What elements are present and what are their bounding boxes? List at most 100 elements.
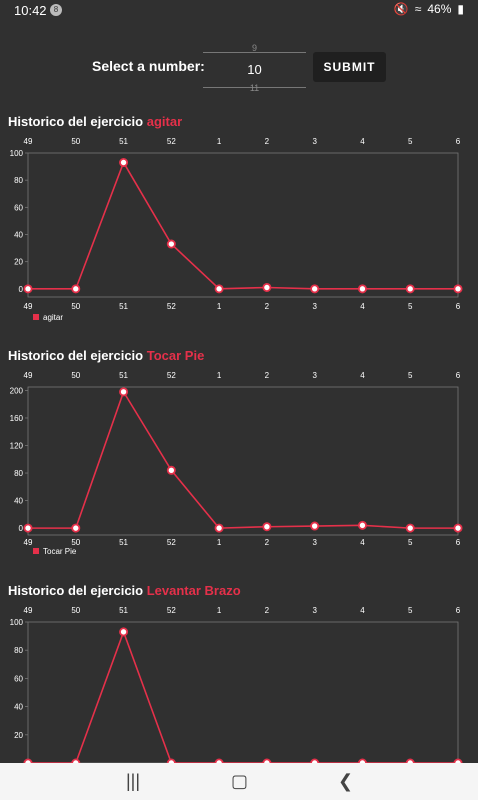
system-nav-bar: ||| ▢ ❮ bbox=[0, 763, 478, 800]
data-point[interactable] bbox=[405, 523, 415, 533]
x-tick-label-bottom: 2 bbox=[265, 302, 270, 311]
x-tick-label-bottom: 6 bbox=[456, 302, 461, 311]
chart-tocar-pie-svg[interactable]: 49 49 50 50 51 51 52 52 1 1 2 2 3 3 4 4 5 5 6 6 0 40 80 120 160 2… bbox=[0, 370, 478, 560]
chart-levantar-brazo-svg[interactable]: 49 50 51 52 1 2 3 4 5 6 20 40 60 80 100 bbox=[0, 605, 478, 763]
x-tick-label-bottom: 3 bbox=[312, 538, 317, 547]
data-point[interactable] bbox=[453, 523, 463, 533]
data-point[interactable] bbox=[262, 282, 272, 292]
recent-apps-icon[interactable]: ||| bbox=[126, 771, 141, 791]
y-tick-label: 100 bbox=[10, 618, 24, 627]
y-tick-label: 40 bbox=[14, 703, 23, 712]
plot-frame bbox=[27, 386, 459, 536]
x-tick-label-top: 5 bbox=[408, 606, 413, 615]
x-tick-label-top: 50 bbox=[71, 606, 80, 615]
x-tick-label-bottom: 51 bbox=[119, 538, 128, 547]
x-tick-label-bottom: 6 bbox=[456, 538, 461, 547]
picker-prev-value[interactable]: 9 bbox=[251, 43, 257, 53]
data-point[interactable] bbox=[262, 522, 272, 532]
y-tick-label: 0 bbox=[19, 524, 24, 533]
x-tick-label-top: 6 bbox=[456, 137, 461, 146]
section-exercise-name: agitar bbox=[146, 114, 183, 129]
x-tick-label-top: 6 bbox=[456, 371, 461, 380]
section-title-levantar-brazo: Historico del ejercicio Levantar Brazo bbox=[8, 583, 241, 598]
x-tick-label-bottom: 50 bbox=[71, 538, 80, 547]
battery-icon: ▮ bbox=[457, 2, 464, 16]
x-tick-label-bottom: 4 bbox=[360, 538, 365, 547]
legend-swatch bbox=[33, 548, 39, 554]
status-bar: 10:42 8 🔇 ≈ 46% ▮ bbox=[0, 0, 478, 22]
x-tick-label-top: 52 bbox=[167, 137, 176, 146]
section-exercise-name: Levantar Brazo bbox=[146, 583, 241, 598]
y-tick-label: 60 bbox=[14, 674, 23, 683]
x-tick-label-bottom: 52 bbox=[167, 538, 176, 547]
home-icon[interactable]: ▢ bbox=[231, 771, 249, 791]
picker-divider-bottom bbox=[203, 87, 306, 88]
x-tick-label-bottom: 49 bbox=[24, 302, 33, 311]
y-tick-label: 20 bbox=[14, 731, 23, 740]
data-point[interactable] bbox=[23, 523, 33, 533]
y-tick-label: 20 bbox=[14, 258, 23, 267]
x-tick-label-bottom: 5 bbox=[408, 302, 413, 311]
x-tick-label-bottom: 49 bbox=[24, 538, 33, 547]
select-number-label: Select a number: bbox=[92, 58, 205, 74]
data-point[interactable] bbox=[166, 239, 176, 249]
data-point[interactable] bbox=[310, 521, 320, 531]
picker-divider-top bbox=[203, 52, 306, 53]
data-point[interactable] bbox=[453, 284, 463, 294]
data-point[interactable] bbox=[310, 284, 320, 294]
data-point[interactable] bbox=[71, 284, 81, 294]
y-tick-label: 0 bbox=[19, 285, 24, 294]
status-icons: 🔇 ≈ 46% ▮ bbox=[394, 2, 464, 16]
data-point[interactable] bbox=[23, 284, 33, 294]
number-picker[interactable]: 9 10 11 bbox=[203, 43, 306, 93]
battery-percent: 46% bbox=[427, 2, 452, 16]
x-tick-label-top: 6 bbox=[456, 606, 461, 615]
chart-levantar-brazo[interactable]: 49 50 51 52 1 2 3 4 5 6 20 40 60 80 100 bbox=[0, 605, 478, 763]
x-tick-label-top: 50 bbox=[71, 371, 80, 380]
plot-frame bbox=[27, 152, 459, 298]
x-tick-label-top: 2 bbox=[265, 137, 270, 146]
series-line bbox=[28, 160, 458, 290]
picker-next-value[interactable]: 11 bbox=[249, 83, 260, 93]
data-point[interactable] bbox=[166, 465, 176, 475]
x-tick-label-bottom: 2 bbox=[265, 538, 270, 547]
data-point[interactable] bbox=[119, 158, 129, 168]
picker-current-value[interactable]: 10 bbox=[247, 62, 262, 77]
series-line bbox=[28, 389, 458, 529]
chart-agitar[interactable]: 49 49 50 50 51 51 52 52 1 1 2 2 3 3 4 4 5 5 6 6 0 20 40 60 80 100… bbox=[0, 136, 478, 326]
x-tick-label-top: 3 bbox=[312, 371, 317, 380]
x-tick-label-top: 4 bbox=[360, 606, 365, 615]
y-tick-label: 80 bbox=[14, 176, 23, 185]
data-point[interactable] bbox=[357, 520, 367, 530]
x-tick-label-top: 1 bbox=[217, 137, 222, 146]
wifi-icon: ≈ bbox=[414, 2, 422, 16]
plot-frame bbox=[27, 621, 459, 763]
y-tick-label: 80 bbox=[14, 646, 23, 655]
y-tick-label: 40 bbox=[14, 497, 23, 506]
data-point[interactable] bbox=[405, 284, 415, 294]
x-tick-label-top: 1 bbox=[217, 371, 222, 380]
data-point[interactable] bbox=[119, 387, 129, 397]
back-icon[interactable]: ❮ bbox=[338, 771, 354, 791]
section-title-agitar: Historico del ejercicio agitar bbox=[8, 114, 182, 129]
chart-tocar-pie[interactable]: 49 49 50 50 51 51 52 52 1 1 2 2 3 3 4 4 5 5 6 6 0 40 80 120 160 2… bbox=[0, 370, 478, 560]
x-tick-label-top: 1 bbox=[217, 606, 222, 615]
series-line bbox=[28, 629, 458, 763]
x-tick-label-top: 4 bbox=[360, 371, 365, 380]
notification-badge: 8 bbox=[50, 4, 62, 16]
x-tick-label-top: 49 bbox=[24, 606, 33, 615]
data-point[interactable] bbox=[214, 523, 224, 533]
data-point[interactable] bbox=[357, 284, 367, 294]
legend-label: agitar bbox=[43, 313, 63, 322]
data-point[interactable] bbox=[71, 523, 81, 533]
x-tick-label-top: 49 bbox=[24, 371, 33, 380]
y-tick-label: 60 bbox=[14, 203, 23, 212]
x-tick-label-bottom: 1 bbox=[217, 302, 222, 311]
data-point[interactable] bbox=[214, 284, 224, 294]
chart-agitar-svg[interactable]: 4949505051515252112233445566020406080100… bbox=[0, 136, 478, 326]
x-tick-label-top: 51 bbox=[119, 606, 128, 615]
x-tick-label-top: 50 bbox=[71, 137, 80, 146]
data-point[interactable] bbox=[119, 627, 129, 637]
submit-button[interactable]: SUBMIT bbox=[313, 52, 386, 82]
section-title-prefix: Historico del ejercicio bbox=[8, 583, 144, 598]
